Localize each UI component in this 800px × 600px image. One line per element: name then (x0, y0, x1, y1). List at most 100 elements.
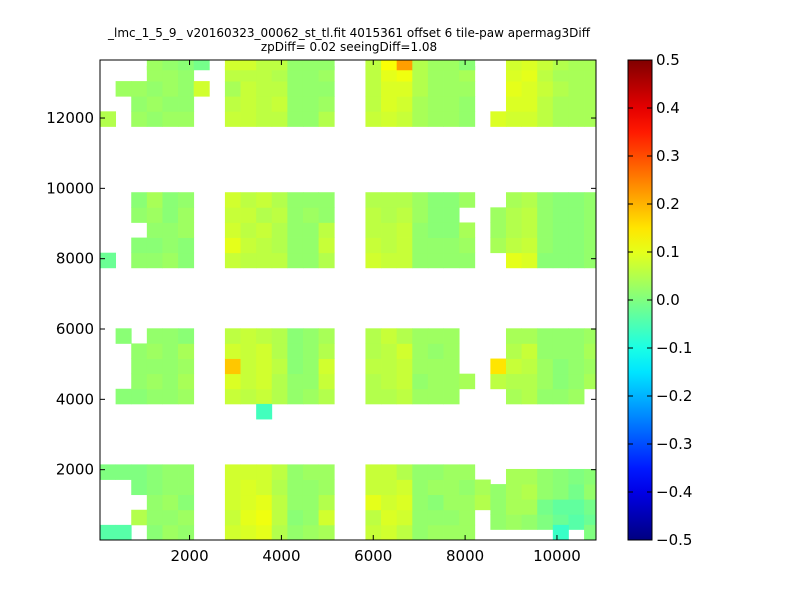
heatmap-cell (146, 509, 163, 526)
heatmap-cell (193, 81, 210, 97)
heatmap-cell (162, 328, 179, 344)
heatmap-cell (443, 328, 460, 344)
heatmap-cell (443, 373, 460, 390)
heatmap-cell (162, 60, 179, 71)
plot-frame (99, 59, 597, 541)
heatmap-cell (318, 358, 335, 375)
heatmap-cell (521, 237, 538, 254)
heatmap-cell (584, 111, 597, 127)
heatmap-cell (224, 237, 241, 254)
heatmap-cell (381, 343, 398, 359)
heatmap-cell (271, 207, 288, 223)
heatmap-cell (287, 358, 304, 375)
heatmap-cell (537, 328, 554, 344)
heatmap-cell (490, 484, 507, 500)
colorbar-tick-label: −0.1 (656, 339, 692, 357)
heatmap-cell (302, 252, 319, 269)
heatmap-cell (162, 96, 179, 112)
heatmap-cell (318, 328, 335, 344)
heatmap-cell (443, 207, 460, 223)
heatmap-cell (287, 222, 304, 238)
heatmap-cell (178, 524, 195, 541)
heatmap-cell (302, 328, 319, 344)
heatmap-cell (381, 509, 398, 526)
heatmap-cell (427, 252, 444, 269)
heatmap-cell (365, 524, 382, 541)
heatmap-cell (240, 111, 257, 127)
heatmap-cell (427, 358, 444, 375)
heatmap-cell (302, 479, 319, 496)
heatmap-cell (287, 524, 304, 541)
heatmap-cell (271, 388, 288, 405)
heatmap-cell (521, 192, 538, 208)
heatmap-cell (256, 328, 273, 344)
heatmap-cell (224, 464, 241, 480)
colorbar-ticks: −0.5 −0.4 −0.3 −0.2 −0.1 0.0 0.1 0.2 0.3 0.4 0.5 (628, 51, 692, 549)
heatmap-cell (318, 494, 335, 511)
colorbar-tick-label: 0.1 (656, 243, 680, 261)
heatmap-cell (224, 252, 241, 269)
heatmap-cell (162, 111, 179, 127)
heatmap-cell (365, 373, 382, 390)
heatmap-cell (287, 494, 304, 511)
heatmap-cells (100, 60, 597, 541)
heatmap-cell (318, 343, 335, 359)
heatmap-cell (178, 96, 195, 112)
heatmap-cell (224, 96, 241, 112)
y-tick-label: 2000 (56, 461, 94, 479)
heatmap-cell (365, 192, 382, 208)
heatmap-cell (396, 388, 413, 405)
heatmap-cell (427, 494, 444, 511)
heatmap-cell (100, 524, 117, 541)
heatmap-cell (521, 358, 538, 375)
heatmap-cell (287, 81, 304, 97)
heatmap-cell (302, 222, 319, 238)
heatmap-cell (365, 60, 382, 71)
heatmap-cell (521, 328, 538, 344)
heatmap-cell (427, 373, 444, 390)
heatmap-cell (505, 111, 522, 127)
heatmap-cell (224, 494, 241, 511)
heatmap-cell (427, 509, 444, 526)
heatmap-cell (568, 81, 585, 97)
heatmap-cell (412, 343, 429, 359)
heatmap-cell (537, 468, 554, 485)
heatmap-cell (256, 111, 273, 127)
heatmap-cell (568, 328, 585, 344)
heatmap-cell (162, 358, 179, 375)
heatmap-cell (381, 222, 398, 238)
heatmap-cell (443, 96, 460, 112)
heatmap-cell (178, 328, 195, 344)
heatmap-cell (240, 509, 257, 526)
heatmap-cell (568, 252, 585, 269)
heatmap-cell (365, 96, 382, 112)
heatmap-cell (178, 60, 195, 71)
heatmap-cell (552, 60, 569, 71)
heatmap-cell (100, 252, 117, 269)
heatmap-cell (459, 464, 476, 480)
heatmap-cell (131, 207, 148, 223)
heatmap-cell (584, 81, 597, 97)
heatmap-cell (224, 388, 241, 405)
heatmap-cell (412, 81, 429, 97)
heatmap-cell (537, 343, 554, 359)
colorbar-tick-label: −0.3 (656, 435, 692, 453)
heatmap-cell (287, 464, 304, 480)
heatmap-cell (271, 358, 288, 375)
heatmap-cell (162, 479, 179, 496)
heatmap-cell (178, 464, 195, 480)
heatmap-cell (256, 81, 273, 97)
heatmap-cell (396, 111, 413, 127)
heatmap-cell (146, 464, 163, 480)
heatmap-cell (521, 81, 538, 97)
heatmap-cell (365, 111, 382, 127)
heatmap-cell (365, 358, 382, 375)
heatmap-cell (146, 479, 163, 496)
heatmap-cell (318, 111, 335, 127)
heatmap-cell (131, 252, 148, 269)
heatmap-cell (552, 388, 569, 405)
heatmap-cell (178, 237, 195, 254)
heatmap-cell (521, 468, 538, 485)
heatmap-cell (537, 499, 554, 515)
heatmap-cell (381, 479, 398, 496)
